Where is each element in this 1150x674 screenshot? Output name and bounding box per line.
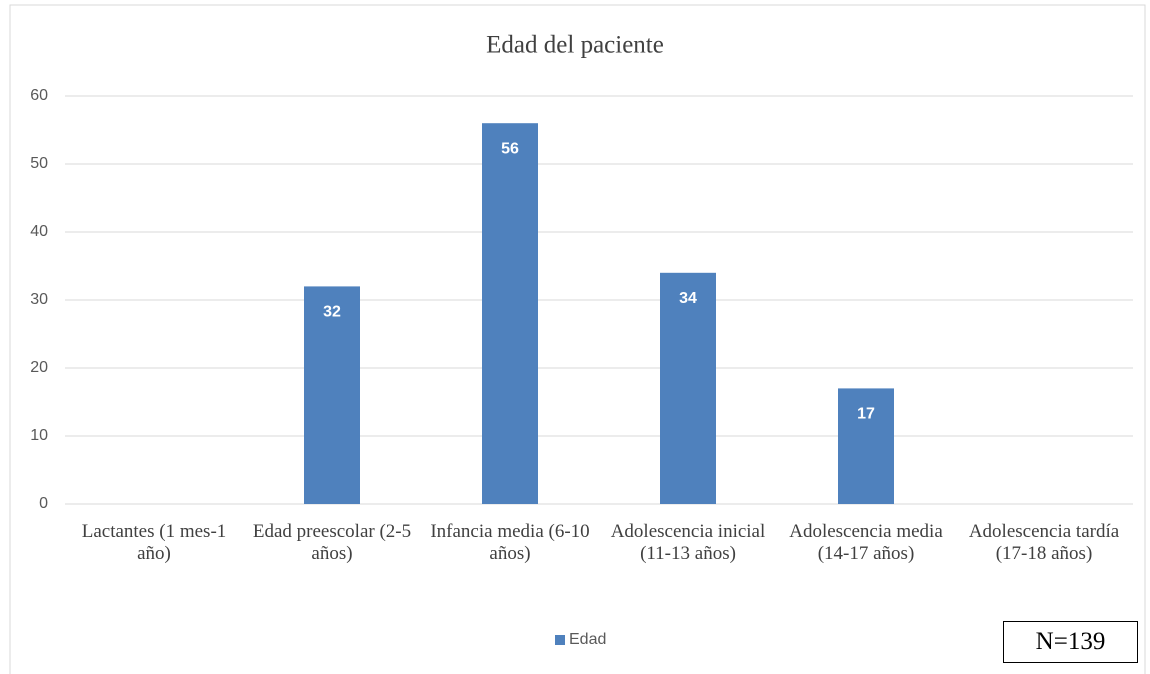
y-tick-label: 10 [30, 427, 48, 444]
y-tick-label: 30 [30, 291, 48, 308]
x-tick-label: Edad preescolar (2-5 años) [252, 521, 412, 564]
x-tick-label: Adolescencia tardía (17-18 años) [968, 521, 1120, 564]
y-tick-label: 50 [30, 155, 48, 172]
bar [838, 388, 894, 504]
annotation: N=139 [1003, 621, 1138, 663]
legend-label: Edad [569, 631, 606, 648]
legend-swatch [555, 635, 565, 645]
data-label: 56 [501, 140, 519, 157]
x-tick-label: Adolescencia inicial (11-13 años) [610, 521, 766, 564]
chart-title: Edad del paciente [486, 32, 664, 59]
bar [482, 123, 538, 504]
y-tick-label: 0 [39, 495, 48, 512]
y-tick-label: 60 [30, 87, 48, 104]
y-tick-label: 40 [30, 223, 48, 240]
x-tick-label: Infancia media (6-10 años) [430, 521, 590, 564]
y-tick-label: 20 [30, 359, 48, 376]
x-tick-label: Lactantes (1 mes-1 año) [81, 521, 227, 564]
bar [660, 272, 716, 504]
bar [304, 286, 360, 504]
chart-frame [9, 4, 1146, 674]
x-tick-label: Adolescencia media (14-17 años) [789, 521, 943, 564]
data-label: 17 [857, 406, 875, 423]
data-label: 32 [323, 304, 341, 321]
data-label: 34 [679, 290, 697, 307]
